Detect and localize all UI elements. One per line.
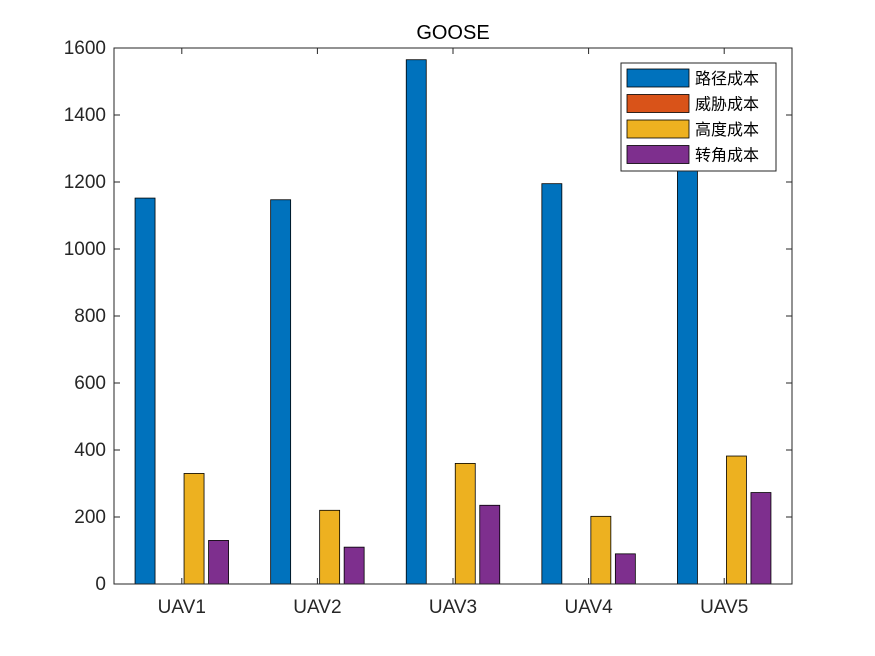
bar-series-4-UAV5 <box>750 492 772 585</box>
x-tick-label: UAV2 <box>293 597 341 618</box>
chart-title: GOOSE <box>416 22 489 44</box>
y-tick-label: 1000 <box>64 239 106 260</box>
legend-swatch-3 <box>626 119 690 139</box>
bar-series-4-UAV1 <box>208 540 229 585</box>
bar-series-1-UAV4 <box>541 183 563 585</box>
legend-label-2: 威胁成本 <box>695 95 759 114</box>
bar-series-3-UAV5 <box>726 455 747 585</box>
legend-label-4: 转角成本 <box>695 146 759 165</box>
bar-series-4-UAV2 <box>343 546 365 585</box>
legend-swatch-4 <box>626 145 690 164</box>
bar-series-4-UAV3 <box>479 504 501 585</box>
bars-layer <box>134 59 772 585</box>
bar-series-3-UAV3 <box>454 462 476 585</box>
bar-series-1-UAV2 <box>270 199 292 585</box>
y-tick-label: 400 <box>74 440 106 461</box>
y-tick-label: 1200 <box>64 172 106 193</box>
bar-series-4-UAV4 <box>614 553 636 585</box>
y-tick-label: 0 <box>95 574 106 595</box>
bar-series-3-UAV4 <box>590 515 612 585</box>
x-tick-label: UAV4 <box>564 597 613 618</box>
legend-label-1: 路径成本 <box>695 69 759 88</box>
y-tick-label: 1400 <box>64 105 106 126</box>
bar-series-1-UAV3 <box>405 59 427 585</box>
bar-series-1-UAV1 <box>134 197 156 585</box>
y-tick-label: 800 <box>74 306 106 327</box>
x-tick-label: UAV5 <box>700 597 748 618</box>
bar-series-1-UAV5 <box>677 148 698 585</box>
legend-swatch-2 <box>626 94 690 113</box>
y-tick-label: 1600 <box>64 38 106 59</box>
y-tick-label: 600 <box>74 373 106 394</box>
bar-series-3-UAV2 <box>319 509 341 585</box>
x-tick-label: UAV1 <box>158 597 206 618</box>
x-tick-label: UAV3 <box>429 597 477 618</box>
legend-label-3: 高度成本 <box>695 120 759 139</box>
y-tick-label: 200 <box>74 507 106 528</box>
axes-layer: 0 200 400 600 800 1000 1200 1400 1600 UAV1 UAV2 UAV… <box>64 38 793 618</box>
bar-series-3-UAV1 <box>183 473 205 585</box>
legend-swatch-1 <box>626 68 690 88</box>
